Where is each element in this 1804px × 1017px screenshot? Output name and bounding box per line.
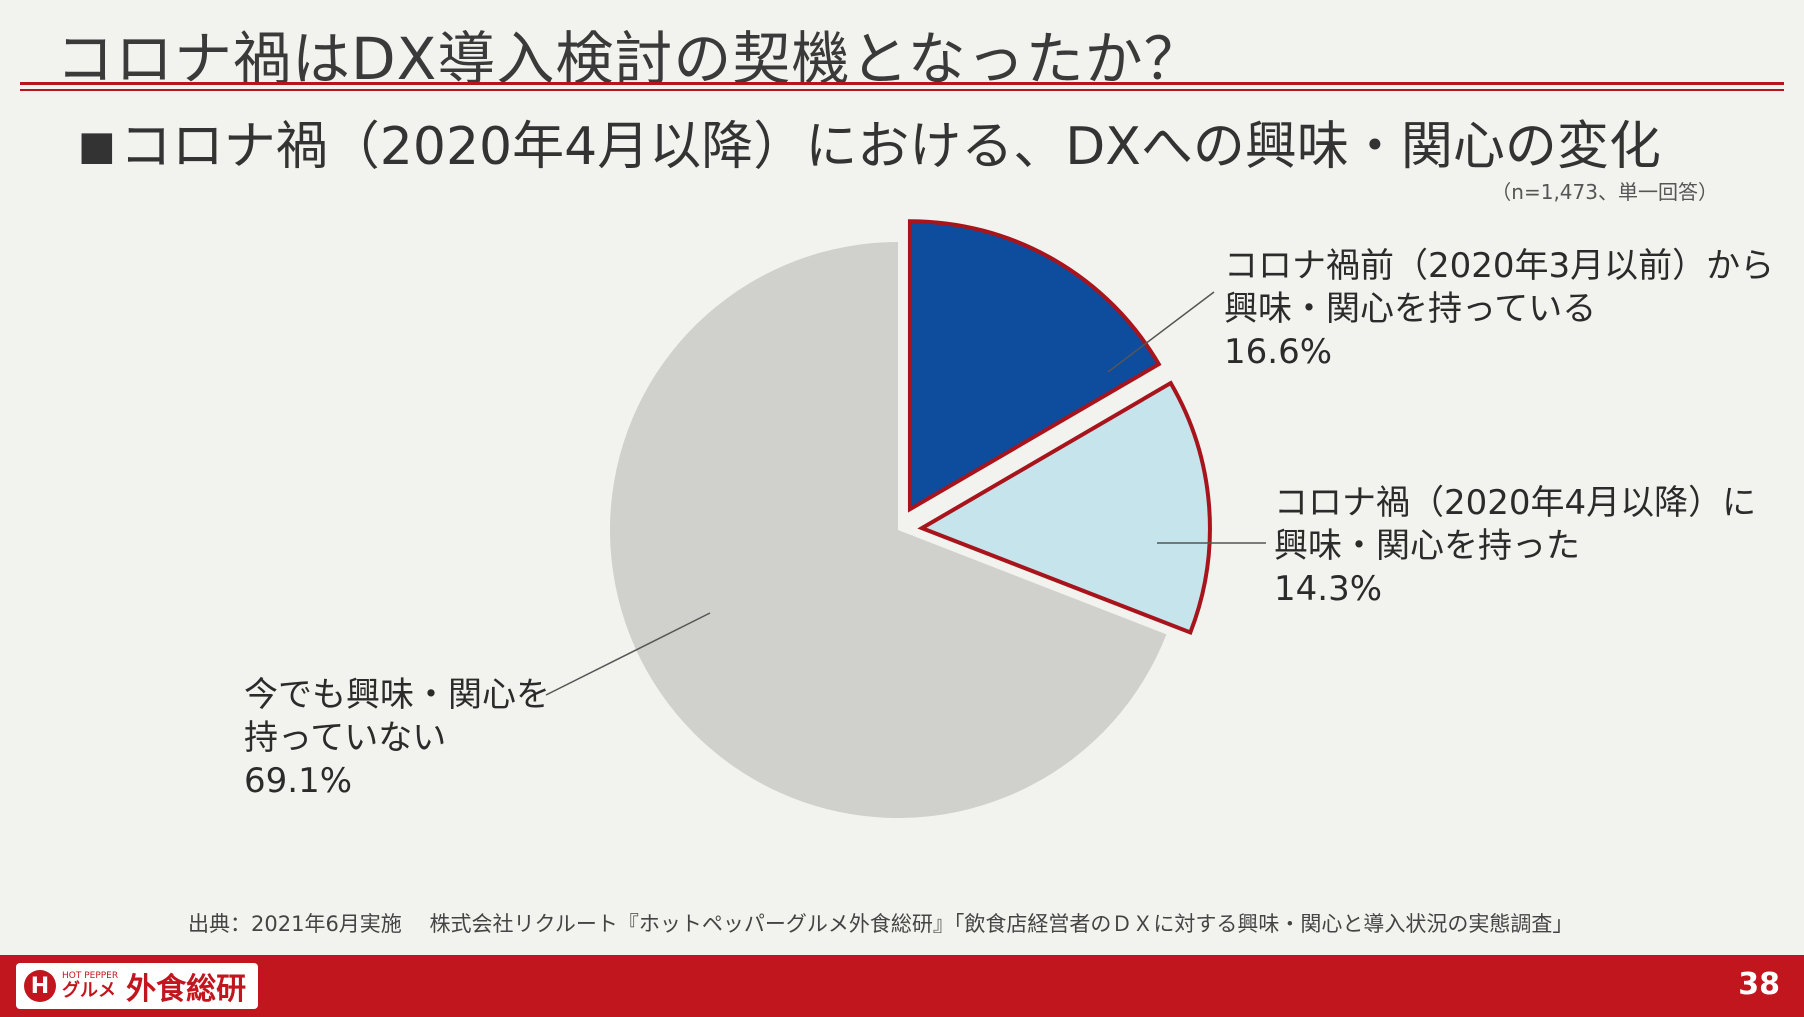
logo-main-text: 外食総研	[126, 972, 247, 1007]
page-number: 38	[1738, 967, 1780, 1002]
slice-label-line: 今でも興味・関心を	[244, 675, 550, 715]
slice-label-before-covid: コロナ禍前（2020年3月以前）から 興味・関心を持っている 16.6%	[1224, 245, 1774, 374]
hotpepper-logo-icon: H	[24, 970, 56, 1002]
slice-label-line: コロナ禍前（2020年3月以前）から	[1224, 246, 1775, 286]
slice-label-line: コロナ禍（2020年4月以降）に	[1274, 483, 1757, 523]
slice-label-line: 興味・関心を持った	[1274, 526, 1580, 566]
subtitle-text: コロナ禍（2020年4月以降）における、DXへの興味・関心の変化	[119, 117, 1661, 177]
slice-value-label: 14.3%	[1274, 569, 1383, 609]
title-divider	[20, 82, 1784, 85]
leader-line-not-interested	[545, 612, 711, 696]
slice-label-during-covid: コロナ禍（2020年4月以降）に 興味・関心を持った 14.3%	[1274, 482, 1756, 611]
slice-value-label: 69.1%	[244, 761, 353, 801]
logo-small-text: HOT PEPPER	[62, 971, 119, 981]
logo-gourmet-text: グルメ	[62, 980, 116, 1001]
footer-bar: H HOT PEPPER グルメ 外食総研 38	[0, 955, 1804, 1017]
pie-slice-before-covid	[907, 219, 1162, 513]
pie-slice-during-covid	[917, 380, 1212, 636]
slice-label-not-interested: 今でも興味・関心を 持っていない 69.1%	[244, 674, 550, 803]
bullet-square-icon: ■	[78, 123, 116, 169]
pie-slice-not-interested	[610, 242, 1167, 819]
source-citation: 出典：2021年6月実施 株式会社リクルート『ホットペッパーグルメ外食総研』「飲…	[188, 912, 1574, 936]
title-divider-thin	[20, 89, 1784, 91]
slide-title: コロナ禍はDX導入検討の契機となったか？	[56, 25, 1203, 93]
slice-label-line: 持っていない	[244, 718, 447, 758]
leader-line-before-covid	[1107, 291, 1215, 373]
slice-value-label: 16.6%	[1224, 332, 1333, 372]
logo-brand-text: HOT PEPPER グルメ	[62, 971, 118, 1001]
slice-label-line: 興味・関心を持っている	[1224, 289, 1597, 329]
brand-logo: H HOT PEPPER グルメ 外食総研	[16, 963, 259, 1009]
chart-subtitle: ■コロナ禍（2020年4月以降）における、DXへの興味・関心の変化	[78, 104, 1661, 179]
sample-size-note: （n=1,473、単一回答）	[1491, 180, 1718, 204]
